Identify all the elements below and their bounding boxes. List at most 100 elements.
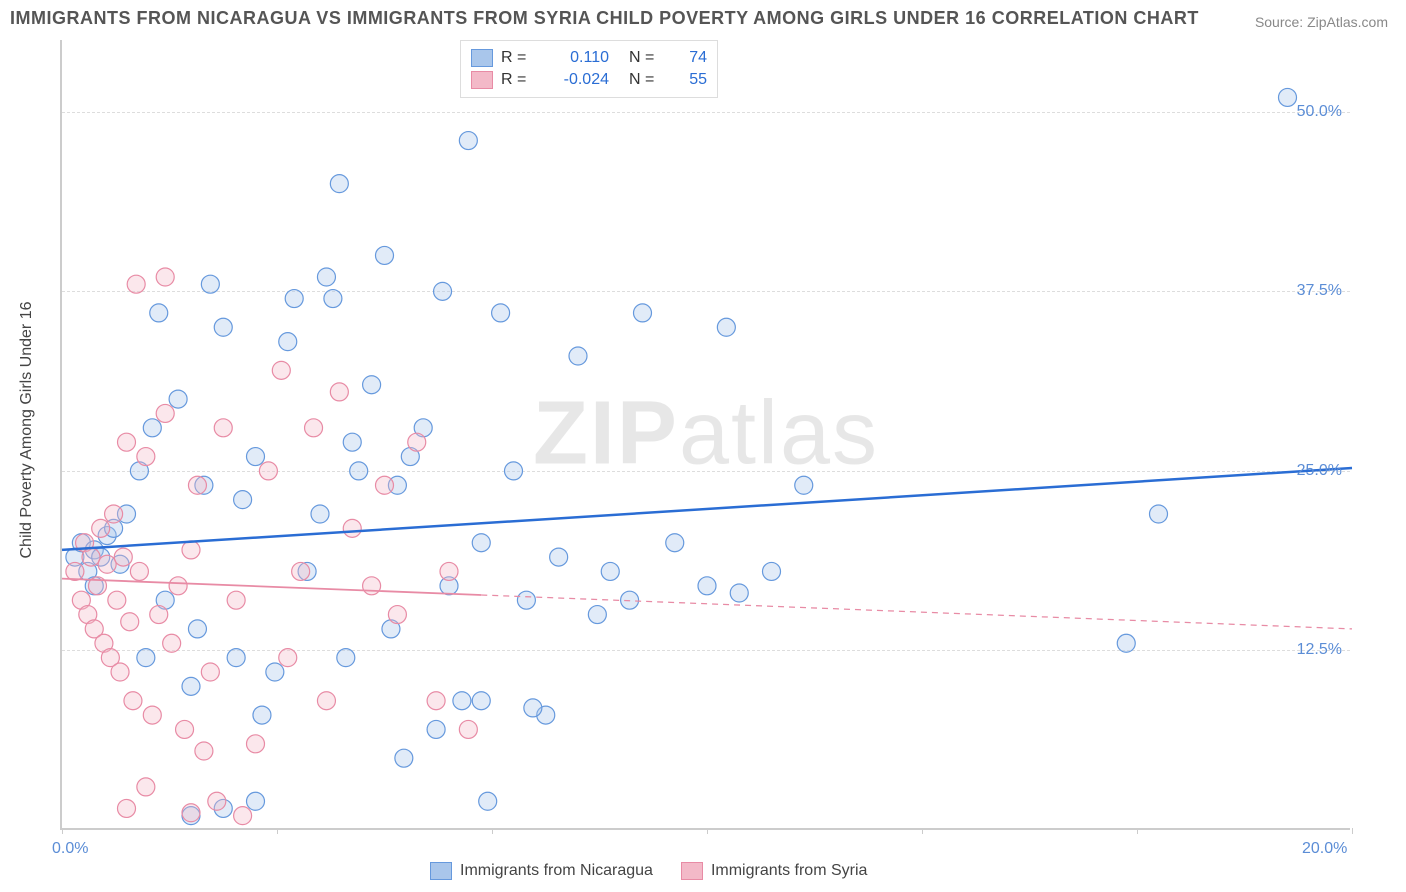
scatter-point	[98, 555, 116, 573]
trend-line	[62, 579, 481, 595]
scatter-point	[150, 606, 168, 624]
scatter-point	[247, 735, 265, 753]
scatter-point	[214, 419, 232, 437]
scatter-point	[92, 519, 110, 537]
scatter-point	[137, 649, 155, 667]
scatter-point	[763, 562, 781, 580]
scatter-point	[227, 591, 245, 609]
scatter-point	[292, 562, 310, 580]
r-value-nicaragua: 0.110	[539, 49, 609, 67]
scatter-point	[118, 799, 136, 817]
scatter-point	[188, 620, 206, 638]
legend-item-syria: Immigrants from Syria	[681, 862, 867, 880]
scatter-point	[259, 462, 277, 480]
swatch-nicaragua	[471, 49, 493, 67]
n-label: N =	[629, 49, 659, 67]
scatter-point	[459, 132, 477, 150]
scatter-point	[350, 462, 368, 480]
scatter-point	[363, 577, 381, 595]
scatter-point	[363, 376, 381, 394]
source-attribution: Source: ZipAtlas.com	[1255, 14, 1388, 30]
scatter-point	[472, 692, 490, 710]
trend-line-extrapolated	[481, 595, 1352, 629]
scatter-point	[279, 649, 297, 667]
scatter-point	[285, 290, 303, 308]
scatter-point	[143, 419, 161, 437]
scatter-point	[182, 541, 200, 559]
scatter-point	[1150, 505, 1168, 523]
scatter-point	[795, 476, 813, 494]
scatter-point	[472, 534, 490, 552]
scatter-point	[408, 433, 426, 451]
scatter-point	[114, 548, 132, 566]
r-label: R =	[501, 71, 531, 89]
scatter-point	[124, 692, 142, 710]
scatter-point	[505, 462, 523, 480]
scatter-point	[517, 591, 535, 609]
scatter-point	[330, 175, 348, 193]
scatter-point	[569, 347, 587, 365]
scatter-point	[156, 268, 174, 286]
y-tick-label: 25.0%	[1297, 462, 1342, 480]
scatter-point	[201, 275, 219, 293]
y-tick-label: 50.0%	[1297, 103, 1342, 121]
r-value-syria: -0.024	[539, 71, 609, 89]
scatter-point	[195, 742, 213, 760]
scatter-point	[150, 304, 168, 322]
y-tick-label: 12.5%	[1297, 641, 1342, 659]
scatter-point	[305, 419, 323, 437]
r-label: R =	[501, 49, 531, 67]
scatter-point	[137, 448, 155, 466]
scatter-point	[524, 699, 542, 717]
scatter-point	[163, 634, 181, 652]
scatter-point	[214, 318, 232, 336]
swatch-syria	[471, 71, 493, 89]
scatter-point	[227, 649, 245, 667]
legend-label-syria: Immigrants from Syria	[711, 862, 867, 880]
scatter-point	[272, 361, 290, 379]
scatter-point	[434, 282, 452, 300]
scatter-point	[601, 562, 619, 580]
scatter-point	[66, 562, 84, 580]
scatter-point	[453, 692, 471, 710]
legend-label-nicaragua: Immigrants from Nicaragua	[460, 862, 653, 880]
scatter-point	[208, 792, 226, 810]
legend-swatch-nicaragua	[430, 862, 452, 880]
scatter-point	[247, 448, 265, 466]
scatter-point	[176, 720, 194, 738]
scatter-points	[66, 88, 1297, 824]
scatter-point	[317, 692, 335, 710]
x-tick-label: 0.0%	[52, 840, 88, 858]
scatter-point	[427, 692, 445, 710]
scatter-point	[1279, 88, 1297, 106]
y-axis-title: Child Poverty Among Girls Under 16	[18, 302, 36, 559]
scatter-point	[105, 505, 123, 523]
scatter-point	[234, 807, 252, 825]
correlation-legend: R = 0.110 N = 74 R = -0.024 N = 55	[460, 40, 718, 98]
scatter-point	[266, 663, 284, 681]
scatter-point	[337, 649, 355, 667]
scatter-point	[343, 519, 361, 537]
scatter-point	[376, 246, 394, 264]
scatter-point	[111, 663, 129, 681]
scatter-point	[388, 606, 406, 624]
legend-item-nicaragua: Immigrants from Nicaragua	[430, 862, 653, 880]
scatter-point	[550, 548, 568, 566]
scatter-point	[317, 268, 335, 286]
scatter-point	[343, 433, 361, 451]
scatter-point	[182, 804, 200, 822]
series-legend: Immigrants from Nicaragua Immigrants fro…	[430, 862, 867, 880]
scatter-point	[395, 749, 413, 767]
scatter-point	[634, 304, 652, 322]
scatter-point	[330, 383, 348, 401]
scatter-point	[234, 491, 252, 509]
chart-title: IMMIGRANTS FROM NICARAGUA VS IMMIGRANTS …	[10, 8, 1199, 29]
scatter-point	[376, 476, 394, 494]
scatter-point	[324, 290, 342, 308]
scatter-point	[492, 304, 510, 322]
chart-svg	[62, 40, 1350, 828]
scatter-point	[427, 720, 445, 738]
x-tick-label: 20.0%	[1302, 840, 1347, 858]
correlation-row-nicaragua: R = 0.110 N = 74	[471, 47, 707, 69]
n-value-syria: 55	[667, 71, 707, 89]
